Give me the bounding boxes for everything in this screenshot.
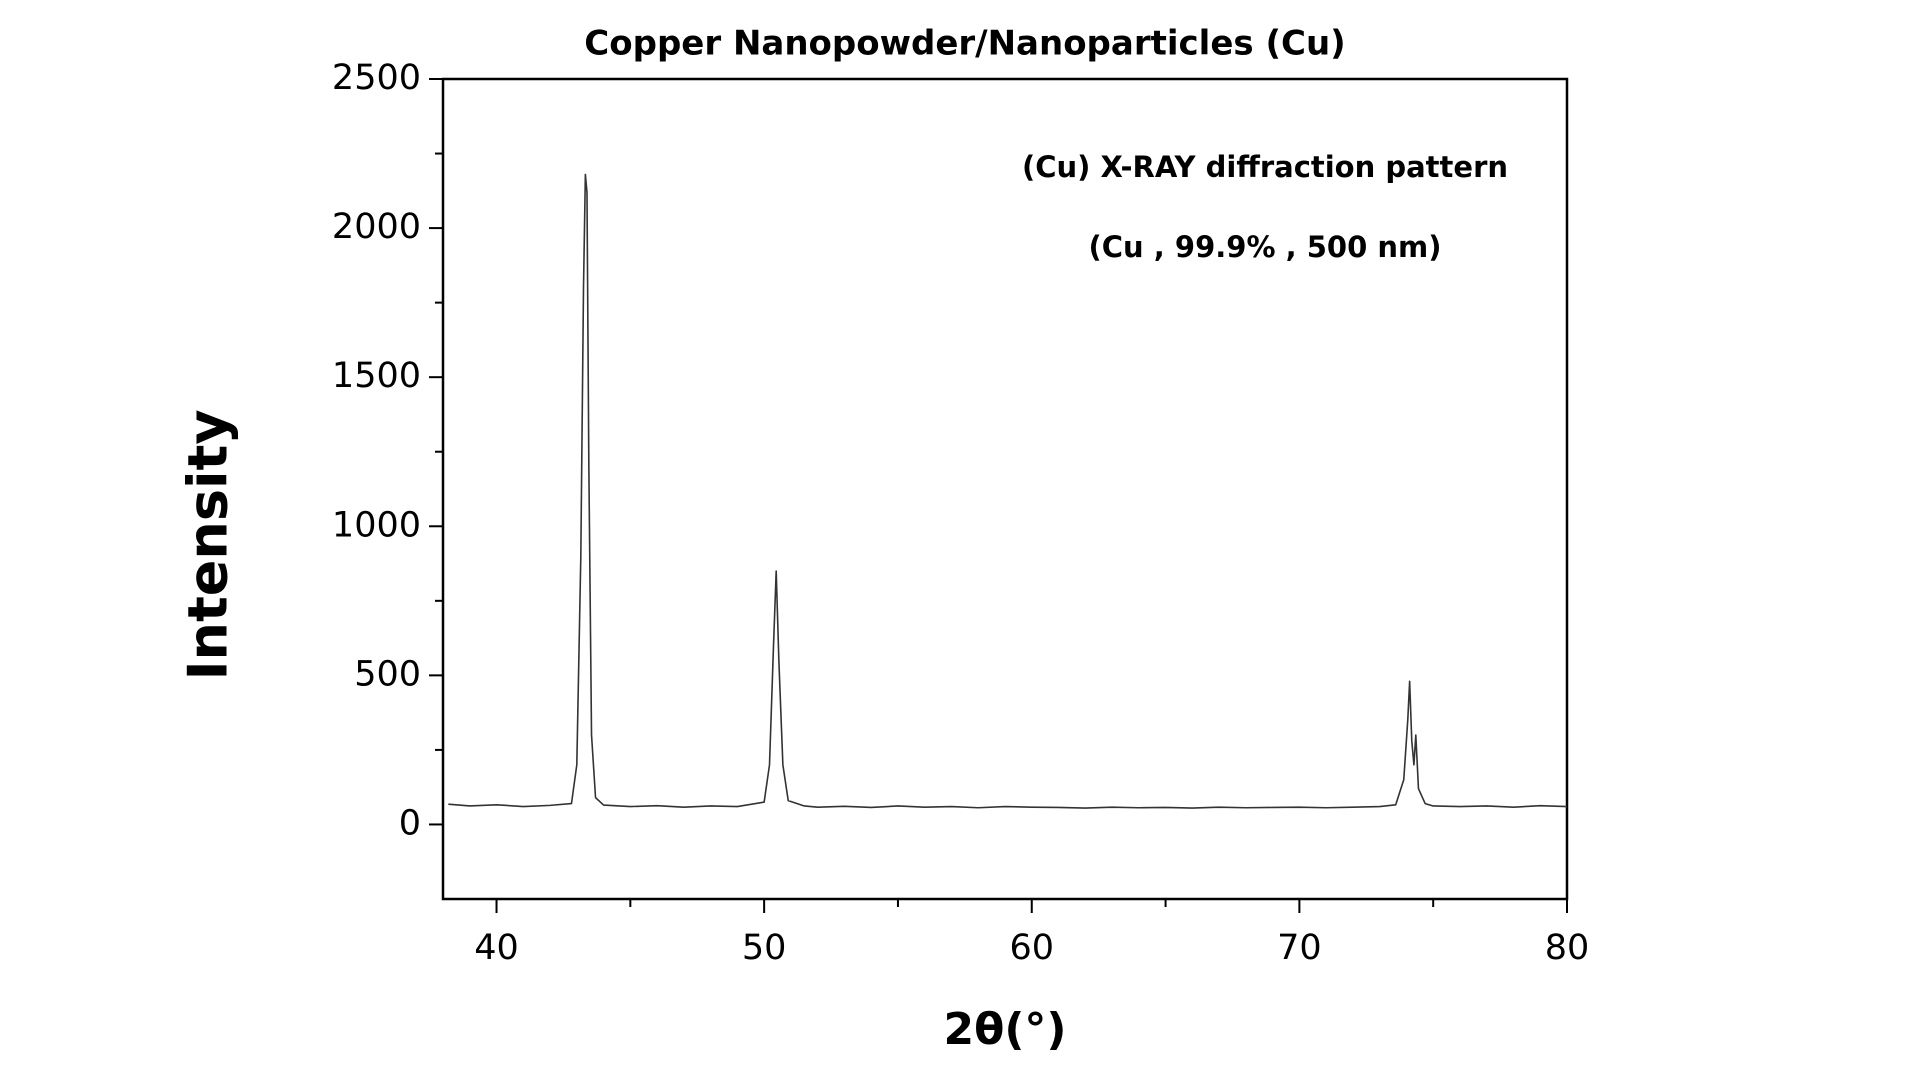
y-tick-label: 1000 [332, 505, 421, 545]
y-tick-label: 0 [399, 803, 421, 843]
y-tick-label: 2000 [332, 207, 421, 247]
annotation: (Cu) X-RAY diffraction pattern [1022, 150, 1508, 184]
y-tick-label: 1500 [332, 356, 421, 396]
chart-title: Copper Nanopowder/Nanoparticles (Cu) [584, 24, 1345, 64]
y-tick-label: 500 [354, 654, 421, 694]
x-tick-label: 80 [1545, 928, 1590, 968]
x-axis-label: 2θ(°) [943, 1004, 1066, 1055]
y-tick-label: 2500 [332, 58, 421, 98]
x-tick-label: 40 [474, 928, 519, 968]
plot-frame [441, 77, 1569, 901]
annotation: (Cu , 99.9% , 500 nm) [1089, 230, 1442, 264]
xrd-line [448, 173, 1568, 809]
x-tick-label: 50 [742, 928, 787, 968]
x-tick-label: 60 [1009, 928, 1054, 968]
x-tick-label: 70 [1277, 928, 1322, 968]
y-axis-label: Intensity [177, 409, 240, 680]
